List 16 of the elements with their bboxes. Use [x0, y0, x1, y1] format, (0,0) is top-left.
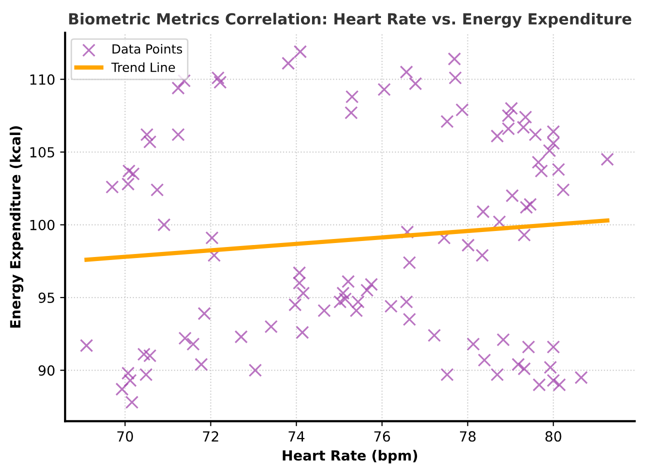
legend-label: Trend Line	[111, 62, 175, 72]
y-tick-label: 90	[38, 365, 54, 376]
x-tick-label: 74	[288, 431, 304, 442]
y-tick-label: 110	[30, 74, 54, 85]
x-tick-label: 70	[117, 431, 133, 442]
y-tick-label: 95	[38, 292, 54, 304]
y-tick-label: 100	[30, 220, 54, 230]
x-tick-label: 72	[203, 431, 218, 442]
chart-title: Biometric Metrics Correlation: Heart Rate vs. Energy Expenditure	[69, 12, 632, 28]
x-axis-title: Heart Rate (bpm)	[282, 450, 418, 464]
x-tick-label: 80	[545, 431, 562, 442]
legend-label: Data Points	[112, 44, 182, 54]
y-tick-label: 105	[30, 147, 54, 158]
x-tick-label: 78	[460, 431, 476, 442]
y-axis-title: Energy Expenditure (kcal)	[10, 126, 24, 328]
x-tick-label: 76	[374, 431, 390, 442]
